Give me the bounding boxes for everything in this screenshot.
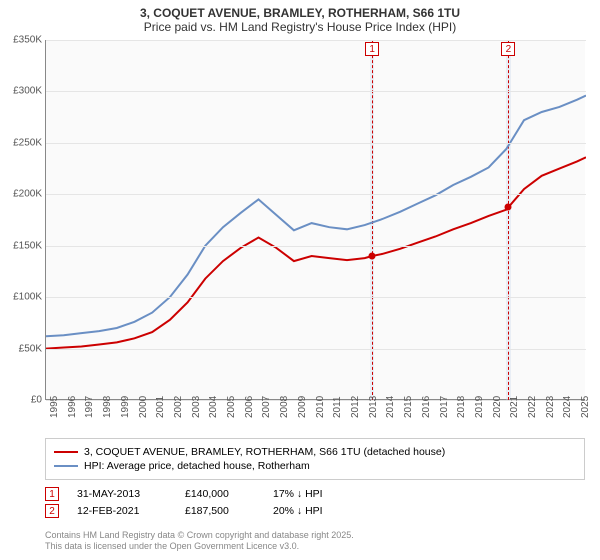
x-axis-label: 2008 [279,396,290,418]
y-axis-label: £250K [0,137,42,148]
series-line-hpi [46,96,586,337]
series-line-property [46,157,586,348]
x-axis-label: 2009 [297,396,308,418]
sale-point-row: 1 31-MAY-2013 £140,000 17% ↓ HPI [45,487,585,501]
annotation-marker: 2 [501,42,515,56]
x-axis-label: 2011 [332,396,343,418]
x-axis-label: 1997 [84,396,95,418]
chart-title-line2: Price paid vs. HM Land Registry's House … [10,20,590,34]
y-axis-label: £200K [0,189,42,200]
x-axis-label: 1996 [67,396,78,418]
x-axis-label: 2023 [545,396,556,418]
x-axis-label: 2017 [439,396,450,418]
y-axis-label: £150K [0,240,42,251]
legend-item: HPI: Average price, detached house, Roth… [54,460,576,472]
sale-point-row: 2 12-FEB-2021 £187,500 20% ↓ HPI [45,504,585,518]
x-axis-label: 2000 [138,396,149,418]
x-axis-label: 2024 [562,396,573,418]
sale-point-date: 12-FEB-2021 [77,505,167,517]
chart-area: 1995199619971998199920002001200220032004… [45,40,585,400]
sale-point-date: 31-MAY-2013 [77,488,167,500]
x-axis-label: 2020 [492,396,503,418]
sale-point-marker: 1 [45,487,59,501]
x-axis-label: 2001 [155,396,166,418]
chart-svg [46,40,586,400]
x-axis-label: 2010 [315,396,326,418]
x-axis-label: 2019 [474,396,485,418]
x-axis-label: 2021 [509,396,520,418]
y-axis-label: £300K [0,86,42,97]
x-axis-label: 2002 [173,396,184,418]
legend-swatch [54,451,78,453]
x-axis-label: 2022 [527,396,538,418]
legend-item: 3, COQUET AVENUE, BRAMLEY, ROTHERHAM, S6… [54,446,576,458]
data-point-dot [369,253,376,260]
legend-label: HPI: Average price, detached house, Roth… [84,460,310,472]
x-axis-label: 1995 [49,396,60,418]
x-axis-label: 2014 [385,396,396,418]
data-point-dot [505,204,512,211]
legend-label: 3, COQUET AVENUE, BRAMLEY, ROTHERHAM, S6… [84,446,445,458]
footer-line2: This data is licensed under the Open Gov… [45,541,585,552]
y-axis-label: £100K [0,292,42,303]
sale-point-price: £140,000 [185,488,255,500]
x-axis-label: 2016 [421,396,432,418]
y-axis-label: £0 [0,395,42,406]
sale-point-delta: 17% ↓ HPI [273,488,373,500]
x-axis-label: 2004 [208,396,219,418]
plot-region: 1995199619971998199920002001200220032004… [45,40,585,400]
x-axis-label: 1998 [102,396,113,418]
y-axis-label: £50K [0,343,42,354]
sale-point-price: £187,500 [185,505,255,517]
x-axis-label: 2013 [368,396,379,418]
sale-points-table: 1 31-MAY-2013 £140,000 17% ↓ HPI 2 12-FE… [45,484,585,521]
y-axis-label: £350K [0,35,42,46]
x-axis-label: 2006 [244,396,255,418]
footer: Contains HM Land Registry data © Crown c… [45,530,585,553]
x-axis-label: 2007 [261,396,272,418]
x-axis-label: 2003 [191,396,202,418]
chart-title-line1: 3, COQUET AVENUE, BRAMLEY, ROTHERHAM, S6… [10,6,590,20]
sale-point-delta: 20% ↓ HPI [273,505,373,517]
x-axis-label: 2012 [350,396,361,418]
legend: 3, COQUET AVENUE, BRAMLEY, ROTHERHAM, S6… [45,438,585,480]
chart-title-block: 3, COQUET AVENUE, BRAMLEY, ROTHERHAM, S6… [0,0,600,38]
sale-point-marker: 2 [45,504,59,518]
x-axis-label: 2015 [403,396,414,418]
x-axis-label: 2025 [580,396,591,418]
annotation-marker: 1 [365,42,379,56]
x-axis-label: 1999 [120,396,131,418]
legend-swatch [54,465,78,467]
x-axis-label: 2018 [456,396,467,418]
x-axis-label: 2005 [226,396,237,418]
footer-line1: Contains HM Land Registry data © Crown c… [45,530,585,541]
